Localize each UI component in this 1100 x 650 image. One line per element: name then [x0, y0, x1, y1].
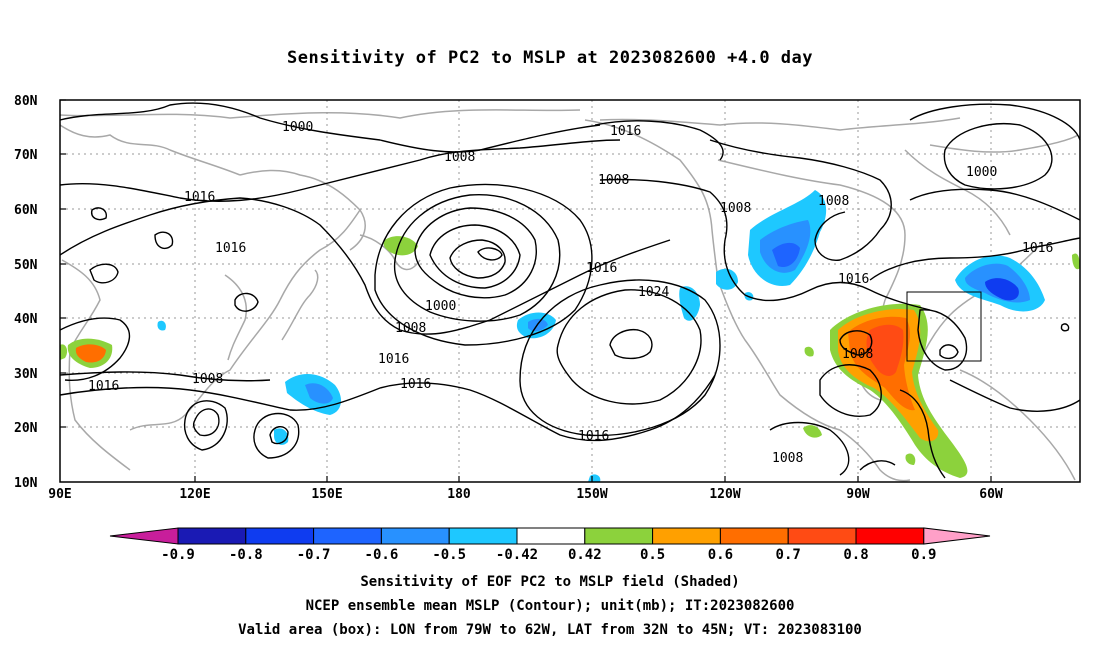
coastlines — [59, 109, 1079, 482]
lon-label: 60W — [979, 487, 1003, 502]
colorbar-segment — [719, 527, 789, 545]
caption-contour: NCEP ensemble mean MSLP (Contour); unit(… — [305, 598, 795, 614]
colorbar-segment — [855, 527, 925, 545]
colorbar-label: -0.6 — [365, 547, 399, 563]
colorbar-segment — [380, 527, 450, 545]
colorbar-label: -0.7 — [297, 547, 331, 563]
mslp-contours — [59, 102, 1081, 479]
contour-label: 1016 — [586, 261, 617, 276]
colorbar-label: 0.42 — [568, 547, 602, 563]
caption-shading: Sensitivity of EOF PC2 to MSLP field (Sh… — [360, 574, 740, 590]
map-frame — [59, 99, 1081, 483]
contour-label: 1016 — [400, 377, 431, 392]
contour-label: 1008 — [720, 201, 751, 216]
lon-label: 90W — [846, 487, 870, 502]
lat-label: 80N — [14, 94, 38, 109]
lat-label: 10N — [14, 476, 38, 491]
lat-labels: 80N 70N 60N 50N 40N 30N 20N 10N — [14, 94, 38, 491]
colorbar-segment — [584, 527, 654, 545]
contour-labels: 1000 1008 1016 1016 1008 1016 1008 1000 … — [88, 120, 1053, 466]
contour-label: 1016 — [184, 190, 215, 205]
contour-label: 1000 — [966, 165, 997, 180]
colorbar-label: -0.42 — [496, 547, 538, 563]
contour-label: 1008 — [818, 194, 849, 209]
colorbar-low-arrow — [109, 527, 179, 545]
colorbar-high-arrow — [923, 527, 991, 545]
colorbar-label: 0.5 — [640, 547, 665, 563]
lon-label: 120E — [179, 487, 210, 502]
colorbar-segment — [787, 527, 857, 545]
colorbar-segment — [245, 527, 315, 545]
valid-area-box — [906, 291, 982, 362]
lat-label: 60N — [14, 203, 38, 218]
colorbar-label: -0.5 — [432, 547, 466, 563]
colorbar: -0.9 -0.8 -0.7 -0.6 -0.5 -0.42 0.42 0.5 0.6 0.7 0.… — [109, 527, 991, 563]
axis-ticks — [60, 99, 992, 482]
colorbar-label: 0.8 — [843, 547, 868, 563]
contour-label: 1016 — [578, 429, 609, 444]
positive-sensitivity-shading — [60, 236, 1080, 478]
contour-label: 1016 — [88, 379, 119, 394]
colorbar-segment — [177, 527, 247, 545]
contour-label: 1008 — [842, 347, 873, 362]
lat-label: 20N — [14, 421, 38, 436]
lon-label: 180 — [447, 487, 471, 502]
lat-label: 30N — [14, 367, 38, 382]
contour-label: 1016 — [1022, 241, 1053, 256]
lat-label: 70N — [14, 148, 38, 163]
contour-label: 1008 — [772, 451, 803, 466]
colorbar-label: -0.8 — [229, 547, 263, 563]
colorbar-segment — [516, 527, 586, 545]
lat-label: 50N — [14, 258, 38, 273]
contour-label: 1008 — [444, 150, 475, 165]
contour-label: 1024 — [638, 285, 669, 300]
contour-label: 1000 — [425, 299, 456, 314]
colorbar-label: -0.9 — [161, 547, 195, 563]
contour-label: 1008 — [192, 372, 223, 387]
caption-valid-area: Valid area (box): LON from 79W to 62W, L… — [238, 622, 862, 638]
lon-label: 120W — [709, 487, 740, 502]
lon-labels: 90E 120E 150E 180 150W 120W 90W 60W — [48, 487, 1003, 502]
colorbar-label: 0.6 — [708, 547, 733, 563]
contour-label: 1016 — [215, 241, 246, 256]
contour-label: 1016 — [610, 124, 641, 139]
contour-label: 1000 — [282, 120, 313, 135]
contour-label: 1008 — [598, 173, 629, 188]
contour-label: 1008 — [395, 321, 426, 336]
lon-label: 150W — [576, 487, 607, 502]
contour-label: 1016 — [378, 352, 409, 367]
map-title: Sensitivity of PC2 to MSLP at 2023082600… — [286, 48, 813, 68]
contour-label: 1016 — [838, 272, 869, 287]
negative-sensitivity-shading — [157, 190, 1045, 482]
lon-label: 90E — [48, 487, 71, 502]
colorbar-label: 0.9 — [911, 547, 936, 563]
colorbar-segment — [313, 527, 382, 545]
colorbar-segment — [448, 527, 518, 545]
lon-label: 150E — [311, 487, 342, 502]
colorbar-segment — [652, 527, 721, 545]
colorbar-label: 0.7 — [776, 547, 801, 563]
lat-label: 40N — [14, 312, 38, 327]
